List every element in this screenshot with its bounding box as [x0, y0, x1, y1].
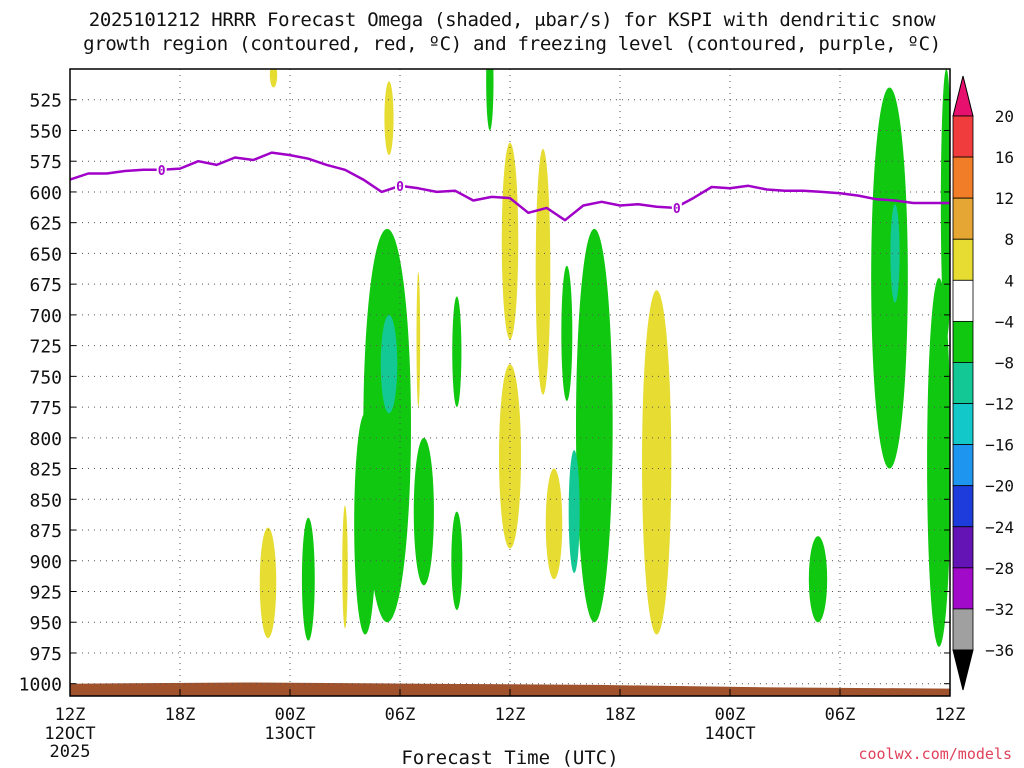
colorbar-label: −32 [985, 600, 1014, 619]
colorbar-bin-7 [952, 362, 974, 404]
colorbar-label: −8 [995, 353, 1014, 372]
freezing-label-bg-0 [156, 161, 167, 176]
colorbar-label: −4 [995, 312, 1014, 331]
x-tick-label: 12Z [495, 705, 526, 725]
y-tick-label: 550 [29, 121, 62, 142]
colorbar-bin-9 [952, 444, 974, 487]
colorbar-bin-13 [952, 608, 974, 651]
y-tick-label: 750 [29, 367, 62, 388]
y-tick-label: 950 [29, 613, 62, 634]
freezing-contour-label: 0 [396, 180, 404, 195]
y-tick-label: 625 [29, 214, 62, 235]
omega-feature-1 [269, 69, 278, 88]
omega-feature-12 [354, 413, 377, 635]
colorbar-label: −24 [985, 518, 1014, 537]
omega-feature-3 [535, 148, 551, 395]
x-tick-label: 18Z [605, 705, 636, 725]
colorbar-label: −36 [985, 641, 1014, 660]
y-tick-label: 975 [29, 644, 62, 665]
chart-title-line-2: growth region (contoured, red, ºC) and f… [83, 33, 941, 55]
colorbar-bin-5 [952, 279, 974, 322]
omega-feature-26 [890, 204, 900, 303]
colorbar-bottom-arrow [952, 649, 974, 691]
x-tick-label: 00Z [715, 705, 746, 725]
x-tick-day-label: 14OCT [704, 724, 755, 744]
omega-feature-0 [384, 81, 394, 156]
colorbar-label: 12 [995, 189, 1014, 208]
omega-feature-20 [808, 536, 828, 623]
omega-feature-22 [927, 278, 950, 647]
colorbar-label: 20 [995, 107, 1014, 126]
x-tick-label: 06Z [385, 705, 416, 725]
omega-feature-8 [259, 527, 277, 639]
y-tick-label: 575 [29, 152, 62, 173]
x-tick-day-label: 13OCT [264, 724, 315, 744]
colorbar-bin-3 [952, 197, 974, 240]
y-tick-label: 600 [29, 183, 62, 204]
colorbar-bin-11 [952, 526, 974, 569]
y-tick-label: 900 [29, 552, 62, 573]
y-tick-label: 800 [29, 429, 62, 450]
omega-feature-7 [416, 271, 421, 408]
colorbar-label: −16 [985, 436, 1014, 455]
omega-feature-21 [871, 87, 908, 469]
watermark-text: coolwx.com/models [858, 745, 1012, 763]
freezing-label-bg-1 [395, 177, 405, 192]
freezing-contour-label: 0 [158, 164, 166, 179]
omega-feature-10 [486, 69, 494, 131]
y-tick-label: 1000 [19, 675, 62, 696]
freezing-label-bg-2 [671, 199, 682, 214]
omega-feature-14 [413, 437, 434, 586]
chart-title-line-1: 2025101212 HRRR Forecast Omega (shaded, … [88, 9, 936, 31]
colorbar-label: −20 [985, 477, 1014, 496]
omega-feature-13 [452, 296, 462, 408]
y-tick-label: 650 [29, 244, 62, 265]
omega-feature-19 [579, 284, 602, 481]
y-tick-label: 725 [29, 337, 62, 358]
omega-feature-6 [642, 290, 672, 635]
y-tick-label: 875 [29, 521, 62, 542]
omega-feature-5 [545, 468, 563, 580]
omega-feature-4 [499, 364, 521, 549]
x-axis-label: Forecast Time (UTC) [401, 747, 618, 768]
colorbar-bin-2 [952, 156, 974, 199]
colorbar-bin-10 [952, 485, 974, 528]
colorbar-label: −28 [985, 559, 1014, 578]
x-tick-label: 18Z [165, 705, 196, 725]
y-tick-label: 825 [29, 460, 62, 481]
x-tick-label: 12Z [55, 705, 86, 725]
y-tick-label: 925 [29, 583, 62, 604]
omega-feature-16 [301, 517, 315, 641]
colorbar-top-arrow [952, 75, 974, 117]
colorbar-bin-4 [952, 238, 974, 281]
x-tick-label: 12Z [935, 705, 966, 725]
colorbar-bin-12 [952, 567, 974, 610]
colorbar-label: 4 [1004, 271, 1014, 290]
y-tick-label: 775 [29, 398, 62, 419]
y-tick-label: 675 [29, 275, 62, 296]
omega-feature-25 [568, 450, 580, 574]
y-tick-label: 700 [29, 306, 62, 327]
colorbar-label: −12 [985, 395, 1014, 414]
x-tick-day-label: 12OCT [44, 724, 95, 744]
y-tick-label: 850 [29, 490, 62, 511]
colorbar-bin-6 [952, 320, 974, 363]
y-tick-label: 525 [29, 91, 62, 112]
omega-feature-9 [342, 505, 348, 629]
colorbar-label: 16 [995, 148, 1014, 167]
freezing-level-line [70, 151, 950, 222]
x-tick-label: 06Z [825, 705, 856, 725]
x-tick-label: 00Z [275, 705, 306, 725]
omega-feature-24 [380, 314, 398, 414]
colorbar-label: 8 [1004, 230, 1014, 249]
omega-feature-15 [451, 511, 463, 610]
x-tick-year-label: 2025 [50, 742, 91, 762]
omega-feature-17 [561, 265, 573, 401]
colorbar-bin-8 [952, 403, 974, 446]
freezing-contour-label: 0 [673, 202, 681, 217]
colorbar-bin-1 [952, 115, 974, 158]
